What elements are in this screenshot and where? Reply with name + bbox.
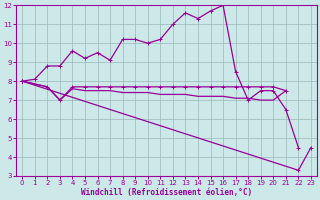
X-axis label: Windchill (Refroidissement éolien,°C): Windchill (Refroidissement éolien,°C) bbox=[81, 188, 252, 197]
